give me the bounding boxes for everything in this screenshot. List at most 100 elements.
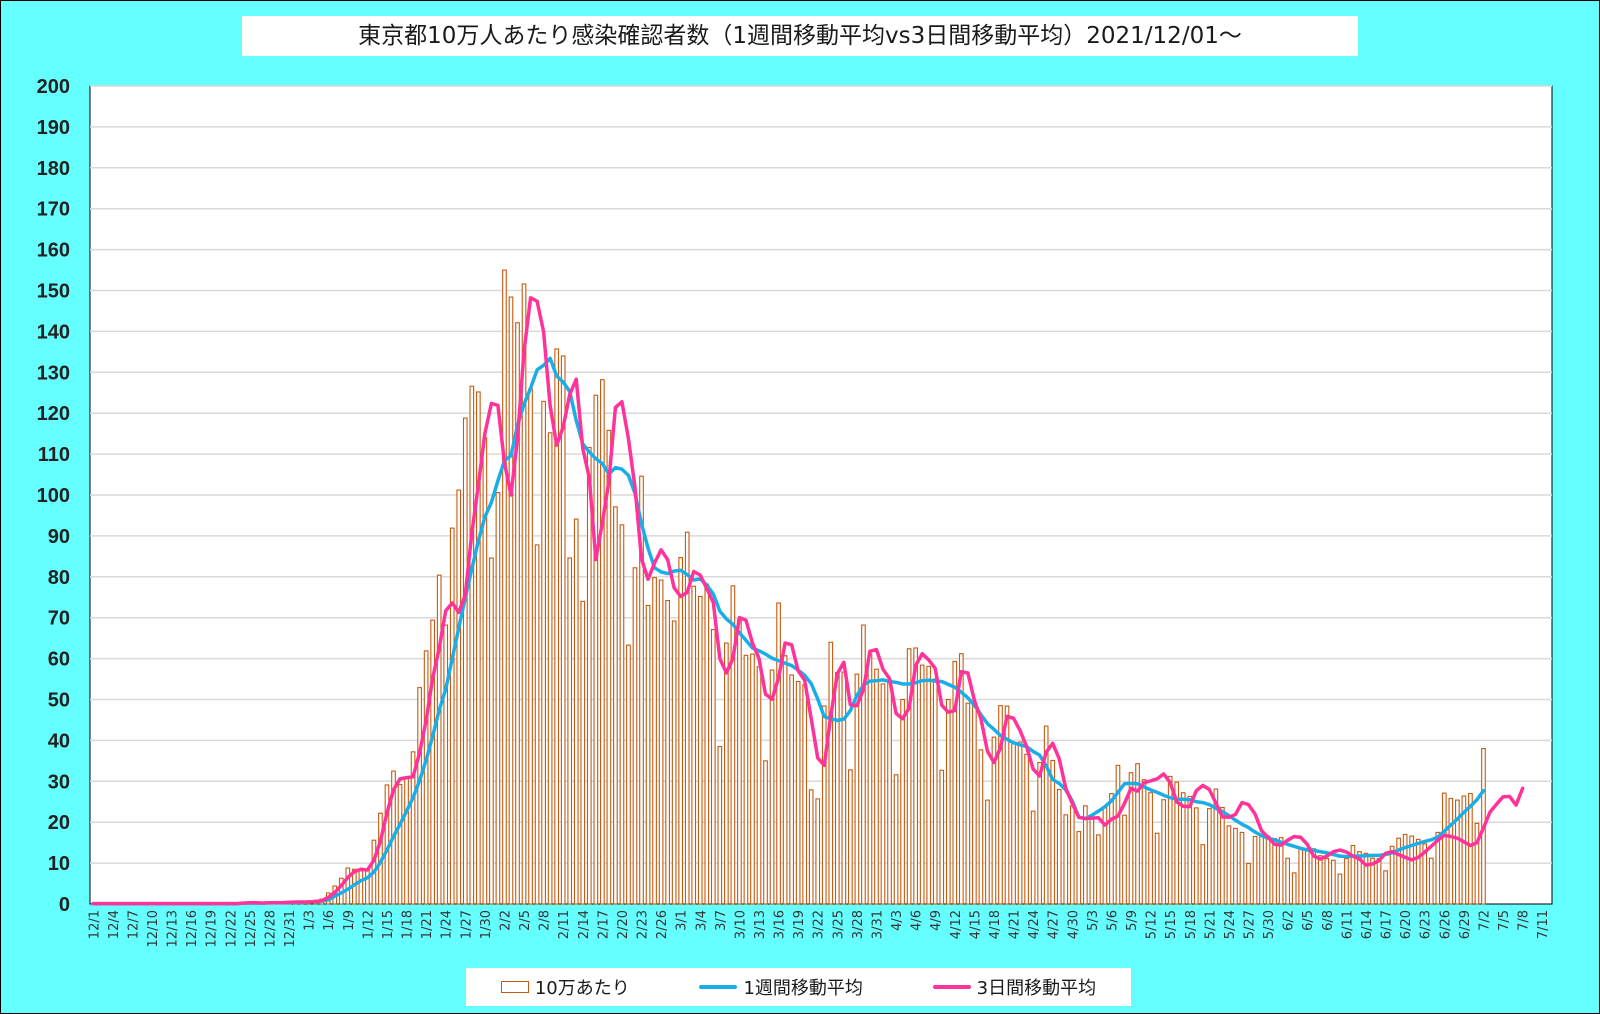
x-tick-label: 3/7 — [714, 910, 729, 931]
y-tick-label: 110 — [38, 444, 70, 466]
bar — [756, 666, 762, 905]
bar — [945, 698, 951, 905]
x-tick-label: 6/26 — [1438, 910, 1453, 939]
bar — [998, 705, 1003, 905]
bar — [893, 774, 899, 905]
bar — [1396, 837, 1401, 905]
bar — [658, 579, 664, 905]
bar — [926, 665, 932, 905]
bar — [906, 648, 912, 905]
bar — [521, 283, 527, 905]
bar — [900, 698, 905, 905]
bar — [1050, 759, 1056, 905]
bar — [1304, 847, 1310, 905]
x-tick-label: 6/20 — [1399, 910, 1414, 939]
chart-title: 東京都10万人あたり感染確認者数（1週間移動平均vs3日間移動平均）2021/1… — [242, 16, 1358, 56]
bar — [645, 604, 651, 905]
bar — [932, 678, 938, 905]
bar — [1115, 764, 1121, 905]
y-tick-label: 90 — [48, 526, 70, 548]
x-tick-label: 4/30 — [1066, 910, 1081, 939]
bar — [1455, 799, 1460, 905]
bar — [1200, 844, 1206, 905]
bar — [495, 491, 501, 905]
bar — [1233, 827, 1238, 905]
bar — [449, 527, 455, 905]
series-line-3day — [91, 296, 1525, 906]
x-tick-label: 3/16 — [773, 910, 788, 939]
bar — [1448, 797, 1454, 905]
bar — [952, 660, 958, 905]
bar — [1135, 763, 1140, 905]
bar — [815, 798, 821, 905]
bar — [547, 432, 553, 905]
bar — [639, 475, 644, 905]
bar — [834, 671, 840, 905]
bar — [1148, 792, 1153, 905]
bar — [1109, 793, 1114, 905]
bar — [613, 506, 618, 905]
bar — [515, 322, 520, 905]
legend-item-bars: 10万あたり — [500, 974, 630, 1000]
x-tick-label: 3/1 — [675, 910, 690, 931]
bar — [1402, 833, 1408, 905]
bar — [1063, 814, 1069, 905]
y-tick-label: 140 — [37, 321, 70, 343]
bar — [404, 776, 409, 905]
bar — [769, 669, 775, 905]
y-tick-label: 30 — [48, 771, 70, 793]
bar — [1246, 862, 1251, 905]
bar — [1037, 761, 1042, 905]
bar — [1226, 825, 1232, 905]
x-tick-label: 4/24 — [1027, 910, 1042, 939]
bar — [1461, 795, 1467, 905]
y-tick-label: 80 — [48, 567, 70, 589]
bar — [1363, 852, 1369, 905]
bar — [1180, 792, 1186, 905]
bar — [430, 619, 435, 905]
bar — [560, 355, 566, 905]
x-tick-label: 1/30 — [479, 910, 494, 939]
bar — [358, 870, 364, 905]
legend-swatch-3day — [932, 985, 971, 989]
bar — [475, 391, 481, 905]
bar — [593, 394, 599, 905]
bar — [528, 388, 533, 905]
bar — [1154, 832, 1160, 905]
bar — [436, 574, 442, 905]
bar — [482, 437, 488, 905]
y-tick-label: 130 — [37, 362, 70, 384]
y-tick-label: 70 — [48, 608, 70, 630]
x-tick-label: 6/5 — [1301, 910, 1316, 931]
bar — [1174, 781, 1180, 905]
bar — [1415, 838, 1421, 905]
x-tick-label: 12/22 — [224, 910, 239, 947]
y-tick-label: 120 — [37, 403, 70, 425]
x-tick-label: 1/12 — [361, 910, 376, 939]
bar — [573, 518, 579, 905]
bar — [710, 629, 716, 905]
x-tick-label: 3/28 — [851, 910, 866, 939]
y-tick-label: 160 — [37, 240, 70, 262]
bar — [697, 595, 703, 905]
bar — [469, 385, 475, 905]
x-tick-label: 2/11 — [557, 910, 572, 939]
bar — [678, 557, 684, 905]
x-tick-label: 2/14 — [577, 910, 592, 939]
bar — [841, 671, 847, 905]
y-tick-label: 20 — [48, 812, 70, 834]
bar — [626, 644, 631, 905]
bar — [632, 567, 638, 905]
bar — [763, 760, 768, 905]
bar — [730, 585, 736, 905]
x-tick-label: 3/22 — [812, 910, 827, 939]
bar — [345, 867, 351, 905]
bar — [456, 489, 462, 905]
bar — [580, 600, 586, 905]
bar — [1161, 799, 1166, 905]
x-tick-label: 2/26 — [655, 910, 670, 939]
x-tick-label: 12/25 — [244, 910, 259, 947]
x-tick-label: 3/25 — [831, 910, 846, 939]
y-tick-label: 200 — [37, 76, 70, 98]
